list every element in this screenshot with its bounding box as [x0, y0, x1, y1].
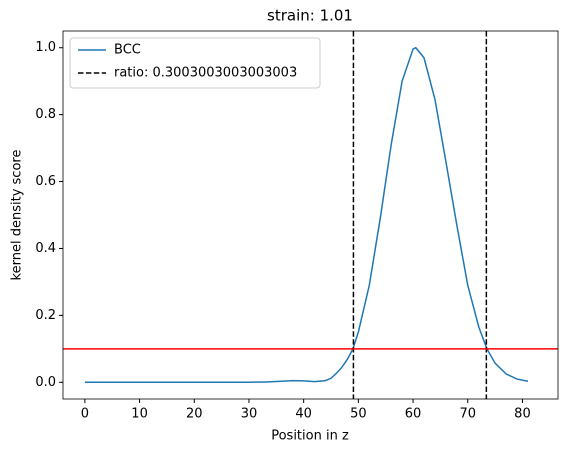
x-tick-label: 40 [295, 407, 312, 422]
y-tick-label: 0.0 [35, 375, 56, 390]
y-tick-label: 0.4 [35, 241, 56, 256]
y-axis-label: kernel density score [10, 150, 25, 281]
chart-title: strain: 1.01 [267, 7, 353, 25]
x-tick-label: 20 [186, 407, 203, 422]
legend-label: ratio: 0.3003003003003003 [114, 66, 297, 81]
data-line [84, 46, 529, 384]
x-tick-label: 80 [514, 407, 531, 422]
x-axis-label: Position in z [271, 429, 349, 444]
axes-frame [62, 30, 559, 400]
y-tick-label: 1.0 [35, 40, 56, 55]
x-tick-label: 10 [131, 407, 148, 422]
legend-label: BCC [114, 43, 141, 58]
x-tick-label: 50 [350, 407, 367, 422]
legend-box [69, 37, 321, 89]
x-tick-label: 60 [405, 407, 422, 422]
y-tick-label: 0.2 [35, 308, 56, 323]
x-tick-label: 70 [459, 407, 476, 422]
x-tick-label: 30 [241, 407, 258, 422]
y-tick-label: 0.6 [35, 174, 56, 189]
y-tick-label: 0.8 [35, 107, 56, 122]
x-tick-label: 0 [81, 407, 89, 422]
